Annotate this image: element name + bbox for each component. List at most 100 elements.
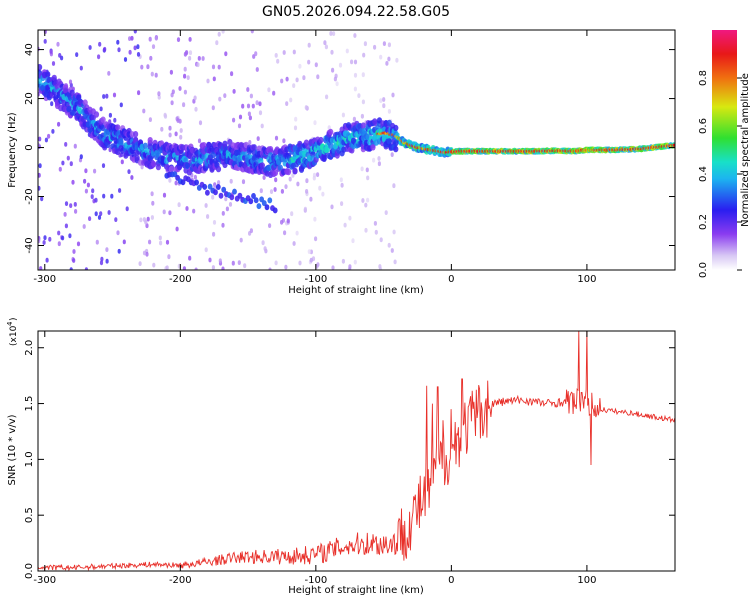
spectrogram-speckle <box>204 247 208 253</box>
spectrogram-ridge-cell <box>328 128 334 136</box>
spectrogram-speckle <box>142 108 146 114</box>
spectrogram-speckle <box>175 226 179 232</box>
snr-scale-exp: 4 <box>6 321 14 326</box>
spectrogram-speckle <box>48 236 52 242</box>
spectrogram-speckle <box>314 236 318 242</box>
spectrogram-secondary-cell <box>248 198 254 205</box>
spectrogram-speckle <box>139 217 143 223</box>
x-tick-label: -300 <box>33 274 56 285</box>
spectrogram-speckle <box>305 178 309 184</box>
spectrogram-speckle <box>321 191 325 197</box>
snr-series-line <box>38 331 675 571</box>
spectrogram-speckle <box>268 223 272 229</box>
spectrogram-speckle <box>97 215 102 220</box>
spectrogram-speckle <box>57 121 61 127</box>
spectrogram-x-label: Height of straight line (km) <box>288 285 424 296</box>
spectrogram-speckle <box>269 189 274 195</box>
spectrogram-speckle <box>303 206 307 212</box>
spectrogram-speckle <box>395 57 399 63</box>
spectrogram-speckle <box>217 31 221 37</box>
spectrogram-speckle <box>69 161 73 167</box>
spectrogram-speckle <box>160 126 164 132</box>
spectrogram-speckle <box>71 179 75 185</box>
spectrogram-ridge-cell <box>393 145 399 153</box>
spectrogram-speckle <box>237 260 241 265</box>
spectrogram-speckle <box>38 185 41 191</box>
spectrogram-speckle <box>197 56 201 61</box>
colorbar-tick-label: 0.0 <box>698 262 709 278</box>
spectrogram-speckle <box>57 230 61 236</box>
spectrogram-speckle <box>116 230 120 236</box>
spectrogram-speckle <box>286 218 290 224</box>
spectrogram-speckle <box>94 197 98 203</box>
spectrogram-speckle <box>247 111 251 117</box>
spectrogram-speckle <box>390 248 394 253</box>
spectrogram-speckle <box>125 206 129 212</box>
spectrogram-speckle <box>292 83 296 88</box>
spectrogram-speckle <box>64 223 68 229</box>
spectrogram-speckle <box>42 240 46 245</box>
spectrogram-speckle <box>373 221 377 226</box>
spectrogram-speckle <box>241 103 245 109</box>
spectrogram-speckle <box>136 52 141 57</box>
spectrogram-speckle <box>168 132 172 138</box>
x-tick-label: -300 <box>33 575 56 586</box>
spectrogram-speckle <box>38 172 41 178</box>
spectrogram-ridge-core <box>672 143 675 147</box>
spectrogram-speckle <box>361 72 365 78</box>
spectrogram-speckle <box>99 106 103 112</box>
spectrogram-speckle <box>224 51 228 57</box>
spectrogram-speckle <box>86 182 90 188</box>
spectrogram-speckle <box>103 46 107 52</box>
spectrogram-speckle <box>293 125 298 131</box>
spectrogram-ridge-cell <box>144 147 150 154</box>
spectrogram-speckle <box>183 89 187 95</box>
spectrogram-frame <box>37 29 676 271</box>
spectrogram-speckle <box>288 176 292 182</box>
spectrogram-speckle <box>148 36 152 42</box>
spectrogram-speckle <box>201 56 205 61</box>
spectrogram-speckle <box>246 87 250 92</box>
spectrogram-speckle <box>95 239 99 245</box>
spectrogram-speckle <box>150 191 154 197</box>
spectrogram-speckle <box>158 235 162 241</box>
spectrogram-speckle <box>57 241 61 247</box>
spectrogram-speckle <box>255 67 259 72</box>
snr-y-ticks: 0.0 0.5 1.0 1.5 2.0 <box>24 340 675 579</box>
spectrogram-speckle <box>258 101 262 107</box>
spectrogram-speckle <box>137 90 141 96</box>
spectrogram-speckle <box>112 92 117 98</box>
spectrogram-speckle <box>98 41 102 47</box>
spectrogram-secondary-cell <box>215 184 221 190</box>
spectrogram-speckle <box>167 254 171 260</box>
spectrogram-speckle <box>198 120 203 126</box>
spectrogram-speckle <box>280 78 284 84</box>
spectrogram-speckle <box>345 48 349 54</box>
spectrogram-speckle <box>217 180 221 185</box>
spectrogram-speckle <box>331 67 335 73</box>
spectrogram-speckle <box>49 49 53 55</box>
spectrogram-cells <box>38 30 675 270</box>
spectrogram-speckle <box>259 188 263 194</box>
spectrogram-speckle <box>387 109 391 114</box>
spectrogram-speckle <box>309 257 313 263</box>
spectrogram-speckle <box>192 208 196 214</box>
spectrogram-speckle <box>298 260 302 266</box>
spectrogram-speckle <box>93 168 97 174</box>
snr-frame <box>37 330 676 572</box>
spectrogram-speckle <box>360 113 364 119</box>
spectrogram-y-label: Frequency (Hz) <box>7 112 18 188</box>
spectrogram-speckle <box>179 128 183 133</box>
spectrogram-speckle <box>312 175 316 181</box>
spectrogram-speckle <box>364 202 368 208</box>
spectrogram-speckle <box>353 33 357 38</box>
spectrogram-ridge-cell <box>150 160 157 168</box>
spectrogram-speckle <box>159 240 163 246</box>
spectrogram-speckle <box>45 257 49 263</box>
spectrogram-speckle <box>182 102 186 108</box>
spectrogram-speckle <box>256 136 260 142</box>
spectrogram-ridge-cell <box>100 116 106 123</box>
spectrogram-speckle <box>313 216 317 222</box>
spectrogram-speckle <box>169 69 173 75</box>
spectrogram-speckle <box>273 187 277 192</box>
